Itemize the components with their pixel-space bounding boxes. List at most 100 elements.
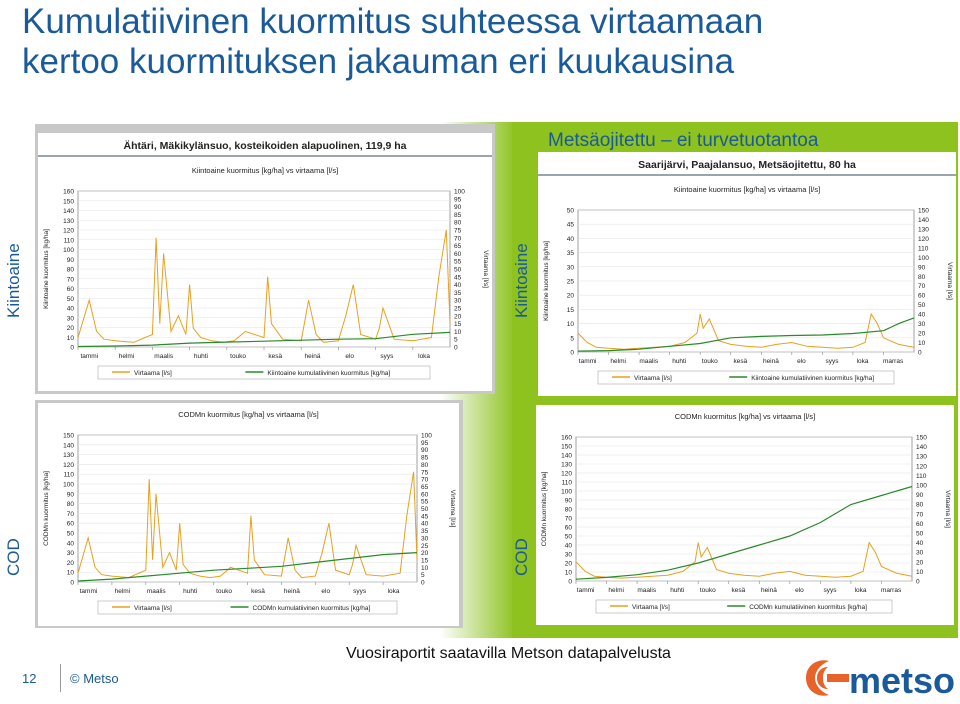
y-tick-left-label: 120: [561, 471, 572, 478]
y-tick-left-label: 80: [67, 267, 75, 274]
y-tick-right-label: 10: [421, 565, 429, 572]
y-tick-left-label: 30: [565, 552, 573, 559]
x-tick-label: heinä: [305, 353, 321, 360]
y-tick-right-label: 20: [421, 550, 429, 557]
legend-box: [97, 365, 431, 380]
x-tick-label: elo: [321, 588, 330, 595]
slide-title-line2: kertoo kuormituksen jakauman eri kuukaus…: [22, 42, 735, 81]
y-tick-right-label: 20: [916, 559, 924, 566]
y-tick-right-label: 140: [916, 444, 927, 451]
y-tick-right-label: 50: [454, 267, 462, 274]
legend-label-flow: Virtaama [l/s]: [134, 605, 172, 612]
y-axis-right-title: Virtaama [l/s]: [482, 250, 489, 288]
y-tick-right-label: 40: [918, 312, 926, 319]
y-tick-left-label: 100: [561, 489, 572, 496]
y-tick-right-label: 90: [916, 492, 924, 499]
y-tick-left-label: 10: [67, 570, 75, 577]
y-tick-left-label: 160: [63, 189, 74, 196]
y-tick-right-label: 30: [421, 535, 429, 542]
y-tick-right-label: 65: [454, 243, 462, 250]
y-tick-right-label: 35: [454, 290, 462, 297]
y-tick-right-label: 110: [916, 473, 927, 480]
y-tick-left-label: 110: [64, 237, 75, 244]
y-tick-left-label: 20: [67, 325, 75, 332]
series-line-cumulative: [77, 552, 418, 582]
y-tick-left-label: 150: [63, 433, 74, 440]
x-tick-label: elo: [345, 353, 354, 360]
y-tick-right-label: 30: [918, 321, 926, 328]
x-tick-label: helmi: [610, 358, 626, 365]
x-tick-label: tammi: [579, 358, 597, 365]
site-title: Ähtäri, Mäkikylänsuo, kosteikoiden alapu…: [123, 139, 406, 152]
y-tick-left-label: 80: [67, 501, 75, 508]
x-tick-label: elo: [797, 358, 806, 365]
chart-kiintoaine-ahtari: Ähtäri, Mäkikylänsuo, kosteikoiden alapu…: [38, 133, 492, 391]
y-tick-right-label: 50: [918, 302, 926, 309]
x-tick-label: kesä: [251, 588, 265, 595]
series-line-flow: [77, 229, 451, 343]
y-tick-left-label: 50: [565, 534, 573, 541]
y-tick-right-label: 80: [918, 274, 926, 281]
y-tick-left-label: 5: [570, 335, 574, 342]
y-tick-left-label: 90: [67, 257, 75, 264]
y-tick-right-label: 140: [918, 217, 929, 224]
y-tick-left-label: 20: [565, 561, 573, 568]
x-tick-label: loka: [855, 587, 867, 594]
y-tick-right-label: 120: [918, 236, 929, 243]
x-tick-label: touko: [230, 353, 246, 360]
legend-label-flow: Virtaama [l/s]: [632, 604, 670, 611]
y-tick-right-label: 45: [454, 274, 462, 281]
y-tick-right-label: 90: [454, 204, 462, 211]
y-tick-left-label: 0: [570, 350, 574, 357]
x-tick-label: syys: [826, 358, 840, 365]
x-tick-label: tammi: [80, 353, 98, 360]
y-tick-right-label: 100: [421, 433, 432, 440]
y-tick-left-label: 10: [565, 570, 573, 577]
x-tick-label: helmi: [119, 353, 135, 360]
x-tick-label: helmi: [608, 587, 624, 594]
x-tick-label: heinä: [284, 588, 300, 595]
x-tick-label: helmi: [115, 588, 131, 595]
y-tick-right-label: 5: [454, 337, 458, 344]
y-tick-left-label: 50: [67, 296, 75, 303]
legend-label-flow: Virtaama [l/s]: [134, 370, 172, 377]
y-tick-left-label: 160: [561, 435, 572, 442]
metso-logo-text: metso: [849, 660, 955, 701]
x-tick-label: heinä: [763, 358, 779, 365]
y-tick-right-label: 55: [421, 499, 429, 506]
y-tick-right-label: 40: [916, 540, 924, 547]
chart-svg: CODMn kuormitus [kg/ha] vs virtaama [l/s…: [43, 410, 456, 615]
y-tick-left-label: 140: [561, 453, 572, 460]
footer-note: Vuosiraportit saatavilla Metson datapalv…: [346, 645, 671, 662]
x-tick-label: huhti: [194, 353, 208, 360]
y-tick-right-label: 75: [454, 228, 462, 235]
y-tick-right-label: 5: [421, 572, 425, 579]
y-tick-right-label: 150: [916, 435, 927, 442]
y-tick-right-label: 0: [421, 580, 425, 587]
y-tick-left-label: 70: [67, 511, 75, 518]
y-tick-left-label: 50: [67, 531, 75, 538]
x-tick-label: touko: [700, 587, 716, 594]
y-tick-left-label: 130: [63, 452, 74, 459]
y-tick-left-label: 60: [565, 525, 573, 532]
x-tick-label: tammi: [80, 588, 98, 595]
y-tick-left-label: 35: [567, 250, 575, 257]
x-tick-label: loka: [857, 358, 869, 365]
y-tick-left-label: 70: [565, 516, 573, 523]
y-tick-left-label: 0: [70, 580, 74, 587]
y-tick-left-label: 80: [565, 507, 573, 514]
y-tick-left-label: 110: [562, 480, 573, 487]
y-tick-right-label: 65: [421, 484, 429, 491]
y-tick-right-label: 40: [454, 282, 462, 289]
legend-label-cumulative: Kiintoaine kumulatiivinen kuormitus [kg/…: [751, 375, 874, 382]
y-tick-left-label: 60: [67, 286, 75, 293]
y-axis-left-title: Kiintoaine kuormitus [kg/ha]: [43, 229, 50, 309]
y-tick-left-label: 130: [63, 218, 74, 225]
legend-label-flow: Virtaama [l/s]: [634, 375, 672, 382]
y-tick-right-label: 25: [454, 306, 462, 313]
y-tick-left-label: 30: [567, 264, 575, 271]
x-tick-label: syys: [824, 587, 838, 594]
chart-title: Kiintoaine kuormitus [kg/ha] vs virtaama…: [674, 185, 820, 194]
slide-title: Kumulatiivinen kuormitus suhteessa virta…: [22, 2, 763, 82]
y-tick-left-label: 130: [561, 462, 572, 469]
